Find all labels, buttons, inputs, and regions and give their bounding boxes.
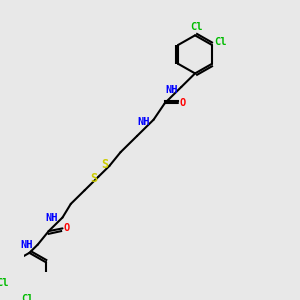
Text: Cl: Cl — [22, 294, 34, 300]
Text: NH: NH — [20, 240, 33, 250]
Text: S: S — [91, 172, 98, 184]
Text: O: O — [64, 224, 70, 233]
Text: Cl: Cl — [214, 37, 226, 47]
Text: NH: NH — [138, 117, 150, 128]
Text: NH: NH — [45, 212, 58, 223]
Text: Cl: Cl — [0, 278, 9, 288]
Text: S: S — [102, 158, 109, 171]
Text: Cl: Cl — [190, 22, 203, 32]
Text: NH: NH — [165, 85, 178, 95]
Text: O: O — [179, 98, 186, 108]
